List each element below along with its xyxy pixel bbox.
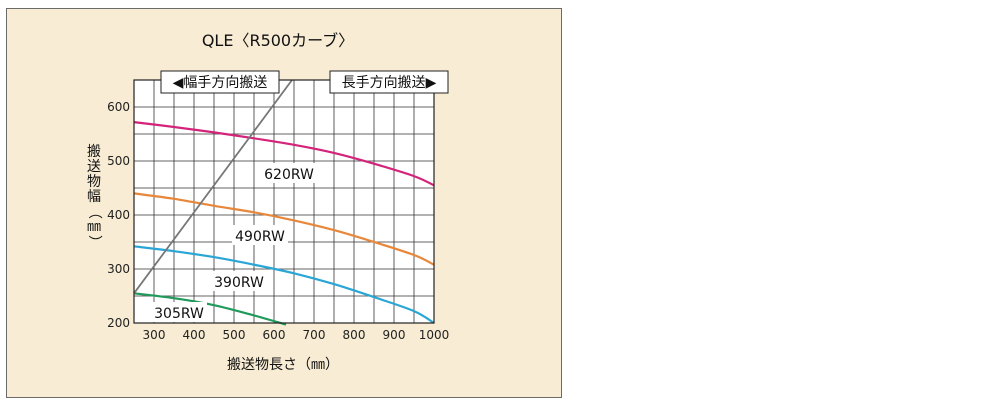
y-axis-label-char: （ (86, 205, 102, 219)
region-label-left: ◀幅手方向搬送 (160, 70, 280, 94)
plot-area (133, 79, 435, 326)
y-axis-label-char: ） (86, 235, 102, 249)
boundary-diagonal-line (133, 79, 293, 294)
boundary-line (133, 79, 293, 294)
series-label-bg (261, 163, 317, 183)
series-labels: 620RW 490RW 390RW 305RW (151, 163, 317, 322)
region-label-right-text: 長手方向搬送▶ (342, 75, 437, 91)
y-tick-label: 300 (107, 262, 130, 276)
y-tick-label: 400 (107, 208, 130, 222)
series-line-620rw (133, 121, 435, 187)
series-line-305rw (133, 292, 287, 326)
region-label-left-box (160, 70, 280, 94)
plot-background (134, 80, 434, 323)
y-tick-label: 500 (107, 154, 130, 168)
x-axis-label: 搬送物長さ（㎜） (227, 357, 339, 373)
y-axis-label-char: 幅 (87, 189, 101, 205)
x-axis-ticks: 300 400 500 600 700 800 900 1000 (143, 328, 450, 342)
x-tick-label: 500 (223, 328, 246, 342)
x-tick-label: 600 (263, 328, 286, 342)
y-axis-label-char: 搬 (87, 144, 101, 160)
series-line-490rw (133, 192, 435, 266)
x-tick-label: 300 (143, 328, 166, 342)
y-axis-label-char: 送 (87, 159, 101, 175)
y-axis-ticks: 200 300 400 500 600 (107, 100, 130, 330)
region-label-left-text: ◀幅手方向搬送 (173, 75, 268, 91)
series-label-bg (211, 271, 267, 291)
chart-title: QLE〈R500カーブ〉 (202, 31, 354, 50)
series-lines (133, 121, 435, 326)
y-tick-label: 600 (107, 100, 130, 114)
line-chart: QLE〈R500カーブ〉 ◀幅手方向搬送 長手方向搬送▶ 620RW 490RW… (86, 31, 450, 373)
region-label-right: 長手方向搬送▶ (329, 70, 449, 94)
y-tick-label: 200 (107, 316, 130, 330)
x-tick-label: 700 (303, 328, 326, 342)
x-tick-label: 900 (383, 328, 406, 342)
series-label-305rw: 305RW (154, 306, 204, 322)
x-tick-label: 1000 (419, 328, 450, 342)
grid (134, 80, 434, 323)
x-tick-label: 400 (183, 328, 206, 342)
y-axis-label-char: 物 (87, 174, 101, 190)
series-label-620rw: 620RW (264, 167, 314, 183)
x-tick-label: 800 (343, 328, 366, 342)
plot-border (133, 79, 435, 324)
y-axis-label-char: ㎜ (87, 219, 101, 235)
series-label-bg (151, 302, 207, 322)
series-label-bg (232, 225, 288, 245)
region-label-right-box (329, 70, 449, 94)
series-line-390rw (133, 245, 435, 324)
series-label-390rw: 390RW (214, 275, 264, 291)
series-label-490rw: 490RW (235, 229, 285, 245)
